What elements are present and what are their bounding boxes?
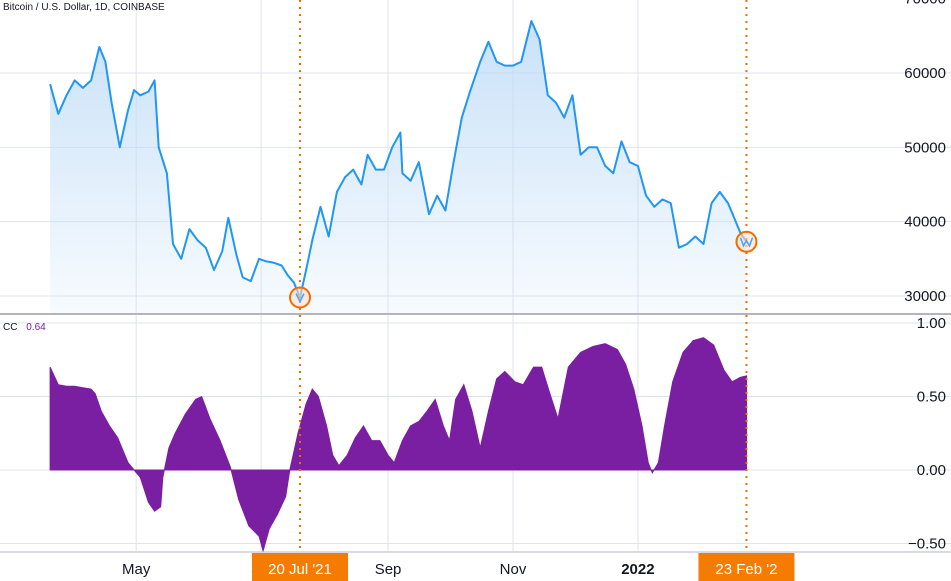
price-series-line [49,20,748,299]
marker-labels: 20 Jul '21 23 Feb '2 [252,553,795,581]
v-marker-icon [289,286,311,309]
time-tick-label: Nov [500,561,527,578]
cc-area [49,337,747,553]
cc-tick-label: 0.50 [917,389,946,406]
marker-date-label: 23 Feb '2 [715,561,777,578]
marker-date-label-bg [698,553,795,581]
price-tick-label: 40000 [904,214,946,231]
symbol-label: Bitcoin / U.S. Dollar, 1D, COINBASE [3,2,165,13]
w-marker-icon [735,230,758,253]
cc-tick-label: 1.00 [917,315,946,332]
price-pane [49,20,748,313]
price-axis[interactable]: 30000 40000 50000 60000 70000 [904,0,946,305]
price-tick-label: 30000 [904,288,946,305]
cc-tick-label: −0.50 [908,536,946,553]
cc-legend-value: 0.64 [26,322,46,333]
price-tick-label: 60000 [904,65,946,82]
cc-legend[interactable]: CC 0.64 [3,322,46,333]
marker-layer [289,0,758,552]
price-tick-label: 50000 [904,139,946,156]
cc-tick-label: 0.00 [917,462,946,479]
time-tick-label: May [122,561,151,578]
cc-pane [49,337,747,553]
marker-date-label-bg [252,553,348,581]
cc-legend-name: CC [3,322,17,333]
price-tick-label: 70000 [904,0,946,8]
time-tick-label: Sep [375,561,402,578]
cc-axis[interactable]: 1.00 0.50 0.00 −0.50 [908,315,946,553]
price-area-fill [50,21,747,313]
marker-date-label: 20 Jul '21 [268,561,332,578]
time-tick-label: 2022 [621,561,654,578]
